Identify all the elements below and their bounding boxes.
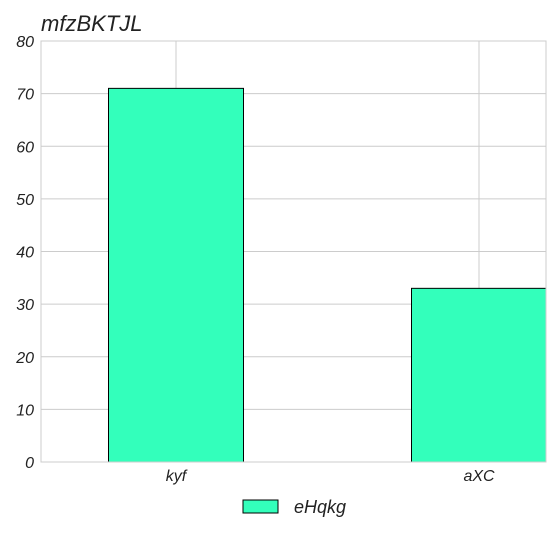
- y-tick-label: 10: [16, 402, 34, 419]
- plot-frame: [40, 40, 547, 463]
- bar-aXC: [411, 287, 547, 463]
- x-tick-label: kyf: [166, 468, 188, 485]
- bars: [108, 87, 547, 463]
- y-tick-label: 30: [16, 297, 34, 314]
- y-tick-label: 20: [15, 350, 34, 367]
- y-tick-label: 60: [16, 139, 34, 156]
- y-tick-label: 80: [16, 34, 34, 51]
- y-tick-label: 0: [25, 455, 34, 472]
- y-tick-label: 40: [16, 245, 34, 262]
- legend-label: eHqkg: [294, 497, 346, 517]
- bar-kyf: [108, 87, 244, 463]
- y-tick-label: 70: [16, 87, 34, 104]
- chart-title: mfzBKTJL: [41, 11, 142, 36]
- legend-swatch: [242, 499, 279, 514]
- legend: eHqkg: [242, 497, 346, 517]
- y-tick-label: 50: [16, 192, 34, 209]
- axes: 0 10 20 30 40 50 60 70 80 kyf aXC: [15, 34, 547, 485]
- x-tick-label: aXC: [463, 468, 495, 485]
